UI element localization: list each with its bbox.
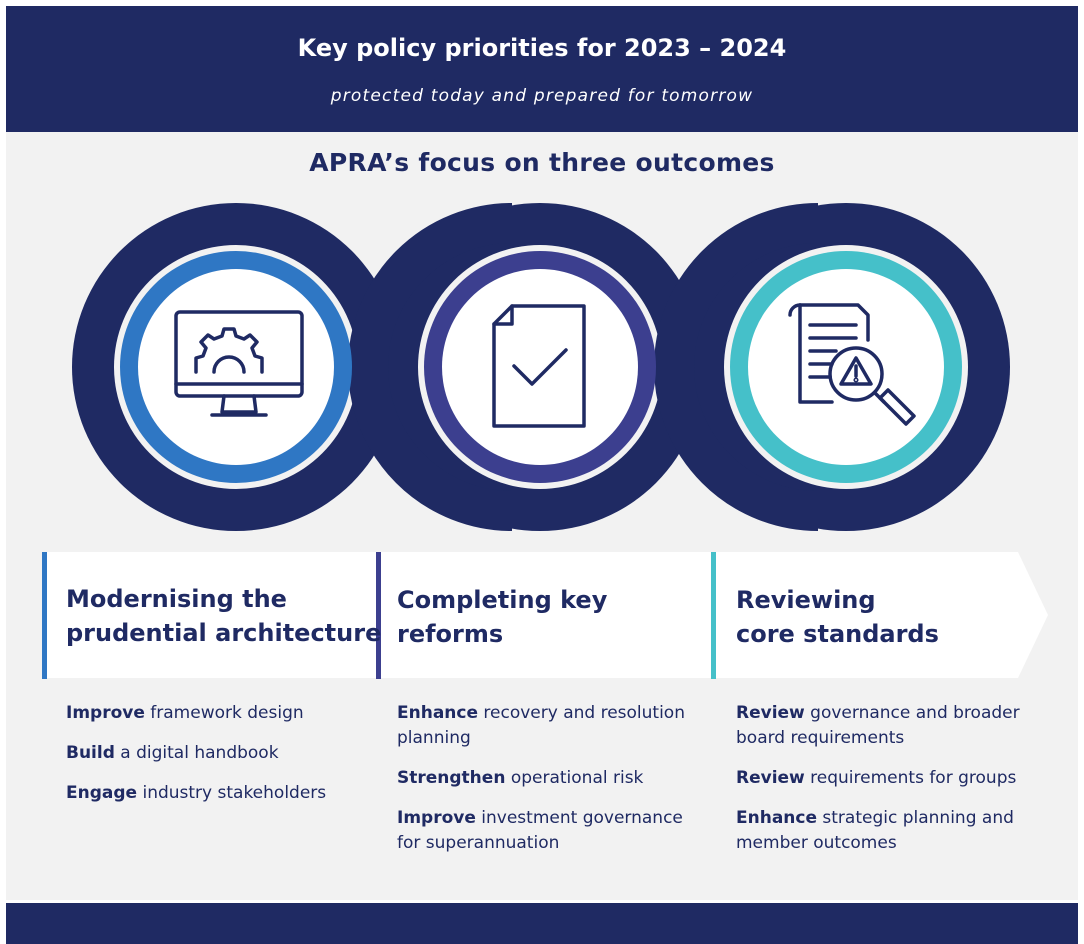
list-item: Review governance and broader board requ… [736, 703, 1020, 748]
header-banner: Key policy priorities for 2023 – 2024 pr… [6, 6, 1078, 132]
monitor-gear-icon [174, 310, 304, 417]
list-item: Enhance recovery and resolution planning [397, 703, 685, 748]
list-item: Review requirements for groups [736, 768, 1017, 788]
outcome-heading-3: Reviewing core standards [736, 583, 939, 651]
document-magnifier-warning-icon [788, 303, 916, 426]
page-title: Key policy priorities for 2023 – 2024 [297, 34, 787, 62]
heading-line: core standards [736, 620, 939, 648]
accent-bar-2 [376, 552, 381, 679]
outcome-heading-2: Completing key reforms [397, 583, 607, 651]
heading-line: Completing key [397, 586, 608, 614]
outcome-list-1: Improve framework design Build a digital… [66, 701, 366, 821]
heading-line: Modernising the [66, 585, 287, 613]
heading-line: prudential architecture [66, 619, 382, 647]
list-item: Enhance strategic planning and member ou… [736, 808, 1014, 853]
focus-heading: APRA’s focus on three outcomes [309, 148, 775, 177]
list-item: Strengthen operational risk [397, 768, 644, 788]
page-subtitle: protected today and prepared for tomorro… [330, 86, 754, 106]
outcome-list-3: Review governance and broader board requ… [736, 701, 1046, 871]
heading-line: Reviewing [736, 586, 876, 614]
outcome-heading-1: Modernising the prudential architecture [66, 582, 381, 650]
list-item: Engage industry stakeholders [66, 783, 327, 803]
list-item: Improve investment governance for supera… [397, 808, 683, 853]
outcome-list-2: Enhance recovery and resolution planning… [397, 701, 709, 871]
footer-bar [6, 903, 1078, 944]
accent-bar-3 [711, 552, 716, 679]
heading-line: reforms [397, 620, 504, 648]
accent-bar-1 [42, 552, 47, 679]
list-item: Build a digital handbook [66, 743, 279, 763]
document-check-icon [492, 304, 586, 428]
list-item: Improve framework design [66, 703, 304, 723]
